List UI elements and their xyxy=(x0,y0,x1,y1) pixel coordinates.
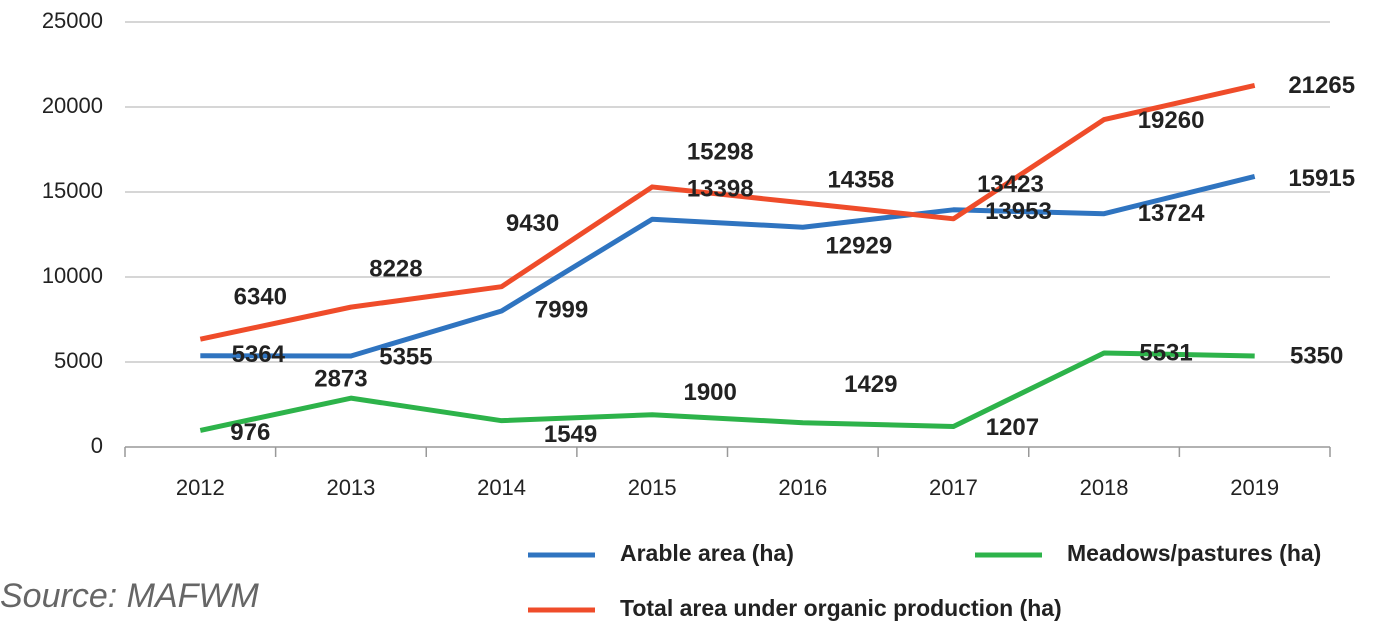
data-label: 7999 xyxy=(535,296,588,323)
data-label: 14358 xyxy=(827,166,894,193)
y-tick-label: 5000 xyxy=(54,348,103,373)
data-label: 15298 xyxy=(687,138,754,165)
x-tick-label: 2013 xyxy=(326,475,375,500)
x-tick-label: 2019 xyxy=(1230,475,1279,500)
data-label: 5531 xyxy=(1139,339,1192,366)
x-tick-label: 2017 xyxy=(929,475,978,500)
data-label: 1429 xyxy=(844,371,897,398)
data-label: 6340 xyxy=(234,284,287,311)
line-series xyxy=(199,83,1256,342)
data-label: 1207 xyxy=(986,414,1039,441)
x-tick-label: 2014 xyxy=(477,475,526,500)
data-label: 13398 xyxy=(687,176,754,203)
legend-label: Total area under organic production (ha) xyxy=(620,595,1062,621)
x-tick-label: 2016 xyxy=(778,475,827,500)
y-tick-label: 10000 xyxy=(42,263,103,288)
data-label: 21265 xyxy=(1288,72,1355,99)
x-tick-label: 2012 xyxy=(176,475,225,500)
data-label: 5364 xyxy=(232,341,286,368)
line-series xyxy=(199,350,1255,433)
y-tick-label: 20000 xyxy=(42,93,103,118)
data-label: 15915 xyxy=(1288,165,1355,192)
data-label: 13724 xyxy=(1138,200,1205,227)
source-note: Source: MAFWM xyxy=(0,577,259,615)
data-label: 9430 xyxy=(506,210,559,237)
x-tick-label: 2018 xyxy=(1080,475,1129,500)
x-tick-label: 2015 xyxy=(628,475,677,500)
legend-label: Arable area (ha) xyxy=(620,540,794,566)
y-tick-label: 15000 xyxy=(42,178,103,203)
data-label: 5355 xyxy=(379,343,432,370)
legend-label: Meadows/pastures (ha) xyxy=(1067,540,1321,566)
data-label: 13953 xyxy=(985,198,1052,225)
data-label: 5350 xyxy=(1290,342,1343,369)
data-label: 13423 xyxy=(977,171,1044,198)
data-label: 1900 xyxy=(683,379,736,406)
data-label: 12929 xyxy=(825,233,892,260)
data-label: 1549 xyxy=(544,421,597,448)
data-label: 19260 xyxy=(1138,107,1205,134)
line-series xyxy=(200,174,1256,359)
y-tick-label: 0 xyxy=(91,433,103,458)
data-label: 976 xyxy=(230,419,270,446)
y-tick-label: 25000 xyxy=(42,8,103,33)
data-label: 2873 xyxy=(314,366,367,393)
data-label: 8228 xyxy=(369,255,422,282)
